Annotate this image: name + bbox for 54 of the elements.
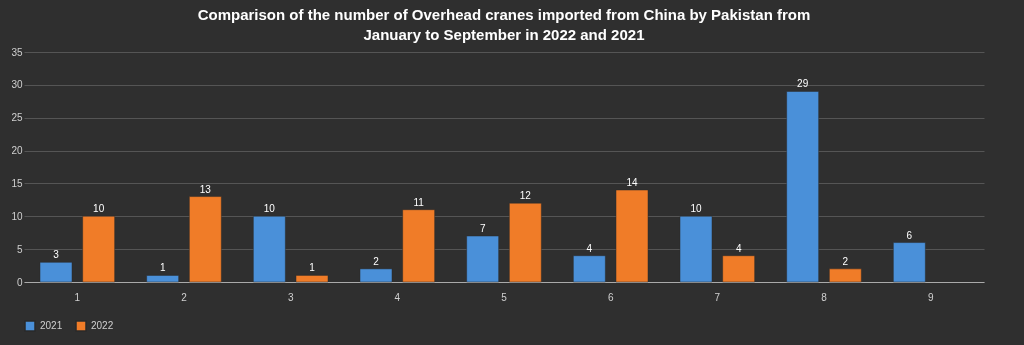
legend-label: 2022 xyxy=(91,320,114,331)
bar xyxy=(402,209,435,283)
data-label: 2 xyxy=(373,255,380,267)
data-label: 1 xyxy=(309,262,316,274)
data-label: 12 xyxy=(519,190,532,202)
data-label: 1 xyxy=(159,262,166,274)
bar xyxy=(253,216,286,283)
data-label: 10 xyxy=(93,203,105,215)
y-tick-label: 20 xyxy=(11,145,23,157)
y-tick-label: 15 xyxy=(11,177,23,189)
data-label: 7 xyxy=(479,223,486,234)
y-tick-label: 25 xyxy=(11,112,23,124)
data-label: 4 xyxy=(586,242,593,254)
bar xyxy=(615,189,649,283)
bar xyxy=(679,216,713,283)
x-tick-label: 7 xyxy=(714,291,721,303)
x-tick-label: 2 xyxy=(181,291,188,303)
x-tick-label: 8 xyxy=(821,291,828,303)
data-label: 2 xyxy=(842,255,849,267)
data-label: 10 xyxy=(690,203,702,215)
x-tick-label: 3 xyxy=(287,291,294,303)
bar xyxy=(82,216,115,283)
data-label: 14 xyxy=(626,177,638,188)
bar xyxy=(829,268,862,283)
data-label: 11 xyxy=(413,196,425,208)
bar xyxy=(295,275,329,283)
y-tick-label: 30 xyxy=(11,79,23,91)
data-label: 6 xyxy=(906,229,913,241)
y-tick-label: 35 xyxy=(11,46,23,58)
y-tick-label: 5 xyxy=(16,243,23,255)
data-label: 10 xyxy=(263,203,276,215)
data-label: 3 xyxy=(53,249,60,261)
x-tick-label: 9 xyxy=(927,291,934,303)
y-tick-label: 10 xyxy=(11,210,23,222)
bar xyxy=(893,242,926,283)
bar xyxy=(146,275,179,283)
bar xyxy=(722,255,755,283)
bar xyxy=(359,268,393,283)
y-tick-label: 0 xyxy=(16,276,23,288)
bar xyxy=(509,202,542,283)
x-tick-label: 6 xyxy=(607,291,614,303)
chart-title: Comparison of the number of Overhead cranes imported from China by Pakistan from January to September in 2022 and 2021 xyxy=(197,6,811,43)
bar xyxy=(466,235,499,283)
data-label: 4 xyxy=(735,242,742,254)
data-label: 13 xyxy=(199,183,212,195)
data-label: 29 xyxy=(797,78,809,90)
bar xyxy=(573,255,606,283)
x-tick-label: 5 xyxy=(501,291,508,303)
bar xyxy=(39,262,73,283)
x-tick-label: 4 xyxy=(394,291,401,303)
bar xyxy=(786,91,819,283)
bar xyxy=(189,196,222,283)
x-tick-label: 1 xyxy=(74,291,81,303)
legend-label: 2021 xyxy=(40,320,63,331)
